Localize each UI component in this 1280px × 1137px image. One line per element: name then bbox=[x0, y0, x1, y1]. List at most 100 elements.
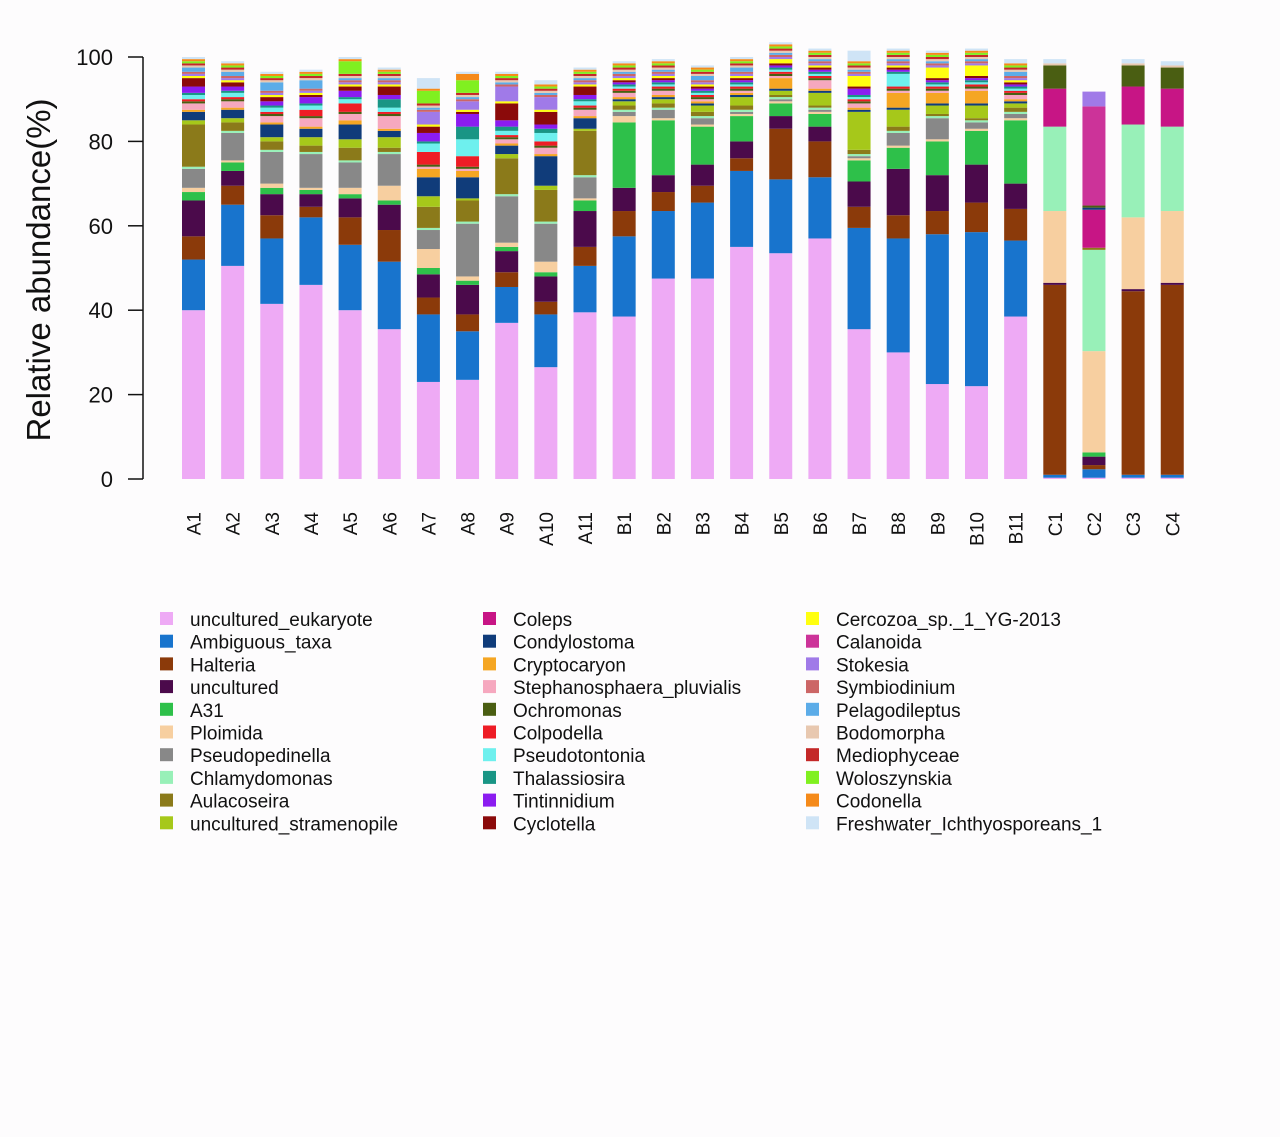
bar-segment bbox=[260, 151, 284, 184]
bar-segment bbox=[416, 274, 440, 298]
bar-segment bbox=[221, 122, 245, 131]
bar-segment bbox=[573, 69, 597, 72]
legend-swatch bbox=[160, 612, 173, 625]
bar-segment bbox=[886, 92, 910, 108]
bar-segment bbox=[338, 59, 362, 62]
bar-segment bbox=[886, 50, 910, 53]
bar-segment bbox=[1160, 211, 1184, 283]
bar-segment bbox=[299, 71, 323, 74]
bar-stack-B3 bbox=[690, 65, 714, 479]
legend-item: Pseudotontonia bbox=[483, 746, 645, 767]
bar-segment bbox=[377, 107, 401, 112]
bar-segment bbox=[221, 162, 245, 171]
bar-segment bbox=[182, 166, 205, 169]
x-tick-label: A6 bbox=[380, 512, 401, 535]
bar-segment bbox=[456, 331, 480, 380]
bar-segment bbox=[1043, 211, 1067, 283]
bar-segment bbox=[965, 105, 988, 119]
bar-segment bbox=[1004, 183, 1028, 209]
bar-stack-A11 bbox=[573, 67, 597, 479]
legend-item: Stephanosphaera_pluvialis bbox=[483, 678, 741, 699]
bar-segment bbox=[260, 215, 284, 239]
legend-label: Coleps bbox=[513, 610, 572, 631]
bar-segment bbox=[690, 88, 714, 91]
bar-segment bbox=[1004, 59, 1028, 64]
bar-segment bbox=[534, 261, 558, 273]
bar-segment bbox=[1082, 205, 1106, 208]
bar-segment bbox=[456, 314, 480, 332]
bar-segment bbox=[965, 90, 988, 104]
bar-segment bbox=[338, 111, 362, 114]
bar-segment bbox=[182, 86, 205, 93]
y-axis: 0 20 40 60 80 100 bbox=[76, 45, 144, 492]
bar-segment bbox=[573, 78, 597, 81]
bar-segment bbox=[495, 101, 519, 104]
bar-segment bbox=[808, 141, 832, 178]
x-tick-label: B4 bbox=[733, 512, 754, 536]
bar-segment bbox=[847, 86, 871, 89]
bar-segment bbox=[847, 75, 871, 87]
bar-segment bbox=[221, 61, 245, 64]
bar-segment bbox=[886, 65, 910, 68]
bar-segment bbox=[730, 97, 754, 106]
bar-segment bbox=[534, 90, 558, 93]
bar-segment bbox=[416, 168, 440, 178]
bar-segment bbox=[260, 71, 284, 74]
bar-segment bbox=[456, 113, 480, 127]
bar-segment bbox=[925, 103, 949, 106]
bar-segment bbox=[730, 170, 754, 247]
bar-segment bbox=[769, 101, 793, 104]
bar-segment bbox=[925, 80, 949, 83]
bar-segment bbox=[456, 168, 480, 171]
bar-segment bbox=[730, 63, 754, 66]
bar-segment bbox=[690, 71, 714, 74]
bar-segment bbox=[573, 116, 597, 119]
bar-segment bbox=[534, 141, 558, 146]
legend-swatch bbox=[483, 702, 496, 716]
bar-segment bbox=[221, 71, 245, 76]
bar-segment bbox=[651, 278, 675, 479]
bar-segment bbox=[886, 145, 910, 148]
legend-swatch bbox=[160, 793, 173, 807]
bar-segment bbox=[573, 82, 597, 85]
legend-item: Symbiodinium bbox=[806, 678, 955, 699]
bar-segment bbox=[299, 194, 323, 207]
bar-stack-B4 bbox=[730, 57, 754, 479]
bar-segment bbox=[221, 69, 245, 72]
bar-segment bbox=[182, 61, 205, 64]
bar-segment bbox=[651, 86, 675, 89]
bar-segment bbox=[534, 147, 558, 155]
bar-segment bbox=[690, 97, 714, 100]
legend-label: Stephanosphaera_pluvialis bbox=[513, 678, 741, 699]
bar-segment bbox=[925, 211, 949, 235]
bar-segment bbox=[1082, 456, 1106, 466]
legend-label: Thalassiosira bbox=[513, 769, 625, 790]
x-tick-label: A7 bbox=[419, 512, 440, 535]
bar-segment bbox=[651, 90, 675, 95]
y-tick-label: 100 bbox=[76, 45, 113, 70]
bar-segment bbox=[456, 80, 480, 93]
bar-segment bbox=[260, 92, 284, 95]
bar-segment bbox=[690, 67, 714, 70]
bar-segment bbox=[612, 92, 636, 98]
bar-segment bbox=[651, 120, 675, 176]
bar-segment bbox=[377, 73, 401, 76]
legend-label: Tintinnidium bbox=[513, 792, 615, 813]
bar-segment bbox=[1043, 284, 1067, 475]
bar-segment bbox=[690, 278, 714, 479]
bar-segment bbox=[730, 111, 754, 114]
legend-label: Pelagodileptus bbox=[836, 701, 961, 722]
bar-segment bbox=[612, 71, 636, 74]
bar-segment bbox=[886, 73, 910, 87]
bar-segment bbox=[495, 246, 519, 252]
bar-segment bbox=[808, 63, 832, 66]
bar-segment bbox=[612, 111, 636, 117]
bar-segment bbox=[456, 139, 480, 157]
bar-segment bbox=[456, 221, 480, 224]
bar-segment bbox=[456, 177, 480, 199]
bar-segment bbox=[416, 297, 440, 315]
legend-item: Ambiguous_taxa bbox=[160, 633, 332, 654]
bar-segment bbox=[886, 69, 910, 72]
bar-segment bbox=[416, 314, 440, 382]
bar-segment bbox=[730, 59, 754, 62]
